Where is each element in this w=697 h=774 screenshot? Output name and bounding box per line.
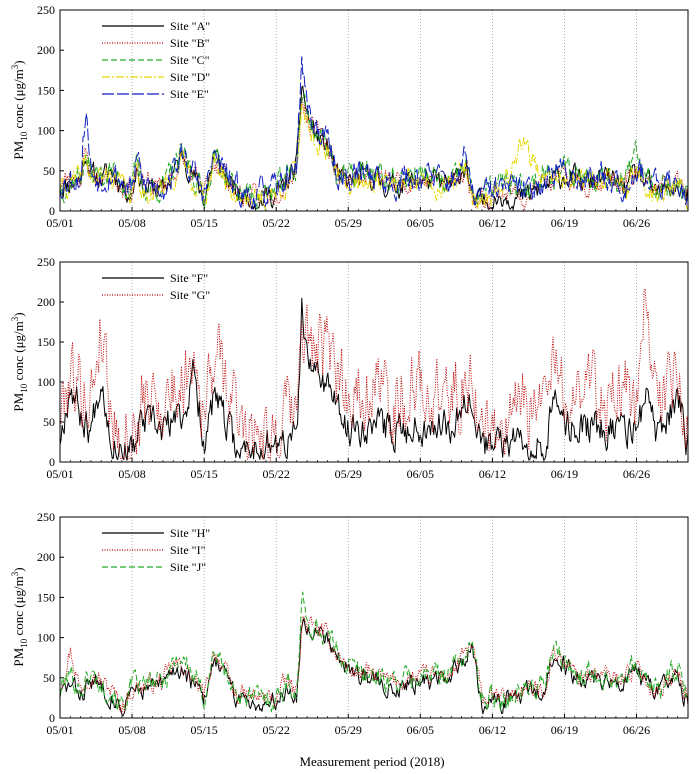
panel-3: 05/01 05/08 05/15 05/22 05/29 06/05 06/12 06/19… xyxy=(10,510,689,737)
panel-2-frame xyxy=(59,261,689,463)
panel-3-ticks: 05/01 05/08 05/15 05/22 05/29 06/05 06/12 06/19… xyxy=(37,510,679,737)
x-tick-label: 05/15 xyxy=(190,216,217,230)
x-tick-label: 05/29 xyxy=(335,216,362,230)
legend-label: Site "I" xyxy=(170,543,206,557)
y-tick-label: 50 xyxy=(43,671,55,685)
y-tick-label: 200 xyxy=(37,295,55,309)
x-tick-label: 05/08 xyxy=(118,723,145,737)
x-tick-label: 06/19 xyxy=(551,723,578,737)
x-tick-label: 05/15 xyxy=(190,723,217,737)
x-tick-label: 05/22 xyxy=(263,216,290,230)
y-tick-label: 250 xyxy=(37,3,55,17)
legend-label: Site "B" xyxy=(170,36,210,50)
x-tick-label: 06/05 xyxy=(407,467,434,481)
panel-1-lines xyxy=(59,56,689,210)
x-tick-label: 05/01 xyxy=(46,723,73,737)
y-tick-label: 100 xyxy=(37,124,55,138)
x-tick-label: 06/19 xyxy=(551,467,578,481)
y-tick-label: 150 xyxy=(37,83,55,97)
x-tick-label: 06/05 xyxy=(407,723,434,737)
series-line xyxy=(59,591,689,713)
y-tick-label: 100 xyxy=(37,631,55,645)
x-tick-label: 06/05 xyxy=(407,216,434,230)
y-tick-label: 150 xyxy=(37,590,55,604)
y-tick-label: 200 xyxy=(37,43,55,57)
panel-2: 05/01 05/08 05/15 05/22 05/29 06/05 06/12 06/19… xyxy=(10,255,689,481)
legend-label: Site "E" xyxy=(170,87,209,101)
y-tick-label: 250 xyxy=(37,255,55,269)
panel-3-lines xyxy=(59,591,689,717)
y-tick-label: 0 xyxy=(49,711,55,725)
x-tick-label: 06/26 xyxy=(623,467,650,481)
legend-label: Site "H" xyxy=(170,526,210,540)
panel-2-lines xyxy=(59,288,689,461)
panel-2-ylabel: PM10 conc (μg/m3) xyxy=(10,312,29,411)
legend-label: Site "C" xyxy=(170,53,210,67)
y-tick-label: 50 xyxy=(43,415,55,429)
series-line xyxy=(59,297,689,461)
y-tick-label: 0 xyxy=(49,204,55,218)
legend-label: Site "D" xyxy=(170,70,210,84)
panel-1-ticks: 05/01 05/08 05/15 05/22 05/29 06/05 06/12 06/19… xyxy=(37,3,679,230)
panel-3-frame xyxy=(59,516,689,719)
panel-2-legend: Site "F" Site "G" xyxy=(102,271,210,302)
x-tick-label: 05/29 xyxy=(335,723,362,737)
legend-label: Site "A" xyxy=(170,19,210,33)
panel-1-legend: Site "A" Site "B" Site "C" Site "D" Site "E" xyxy=(102,19,210,101)
series-line xyxy=(59,618,689,717)
x-tick-label: 05/08 xyxy=(118,467,145,481)
panel-1-frame xyxy=(59,9,689,212)
x-tick-label: 05/29 xyxy=(335,467,362,481)
x-tick-label: 05/01 xyxy=(46,216,73,230)
series-line xyxy=(59,92,689,210)
x-tick-label: 06/26 xyxy=(623,216,650,230)
legend-label: Site "F" xyxy=(170,271,208,285)
series-line xyxy=(59,103,689,210)
y-tick-label: 150 xyxy=(37,335,55,349)
legend-label: Site "G" xyxy=(170,288,210,302)
panel-2-grid xyxy=(131,262,637,462)
x-tick-label: 05/01 xyxy=(46,467,73,481)
y-tick-label: 250 xyxy=(37,510,55,524)
panel-3-ylabel: PM10 conc (μg/m3) xyxy=(10,567,29,666)
panel-2-ticks: 05/01 05/08 05/15 05/22 05/29 06/05 06/12 06/19… xyxy=(37,255,679,481)
series-line xyxy=(59,288,689,461)
panel-3-legend: Site "H" Site "I" Site "J" xyxy=(102,526,210,574)
x-tick-label: 06/12 xyxy=(479,216,506,230)
x-tick-label: 05/22 xyxy=(263,723,290,737)
x-tick-label: 06/12 xyxy=(479,467,506,481)
x-tick-label: 05/08 xyxy=(118,216,145,230)
y-tick-label: 100 xyxy=(37,375,55,389)
x-tick-label: 06/12 xyxy=(479,723,506,737)
y-tick-label: 0 xyxy=(49,455,55,469)
y-tick-label: 200 xyxy=(37,550,55,564)
x-tick-label: 05/22 xyxy=(263,467,290,481)
x-tick-label: 05/15 xyxy=(190,467,217,481)
legend-label: Site "J" xyxy=(170,560,206,574)
series-line xyxy=(59,615,689,714)
panel-1-ylabel: PM10 conc (μg/m3) xyxy=(10,60,29,159)
x-axis-label: Measurement period (2018) xyxy=(299,754,444,769)
x-tick-label: 06/26 xyxy=(623,723,650,737)
panel-1: 05/01 05/08 05/15 05/22 05/29 06/05 06/12 06/19… xyxy=(10,3,689,230)
y-tick-label: 50 xyxy=(43,164,55,178)
x-tick-label: 06/19 xyxy=(551,216,578,230)
series-line xyxy=(59,56,689,210)
